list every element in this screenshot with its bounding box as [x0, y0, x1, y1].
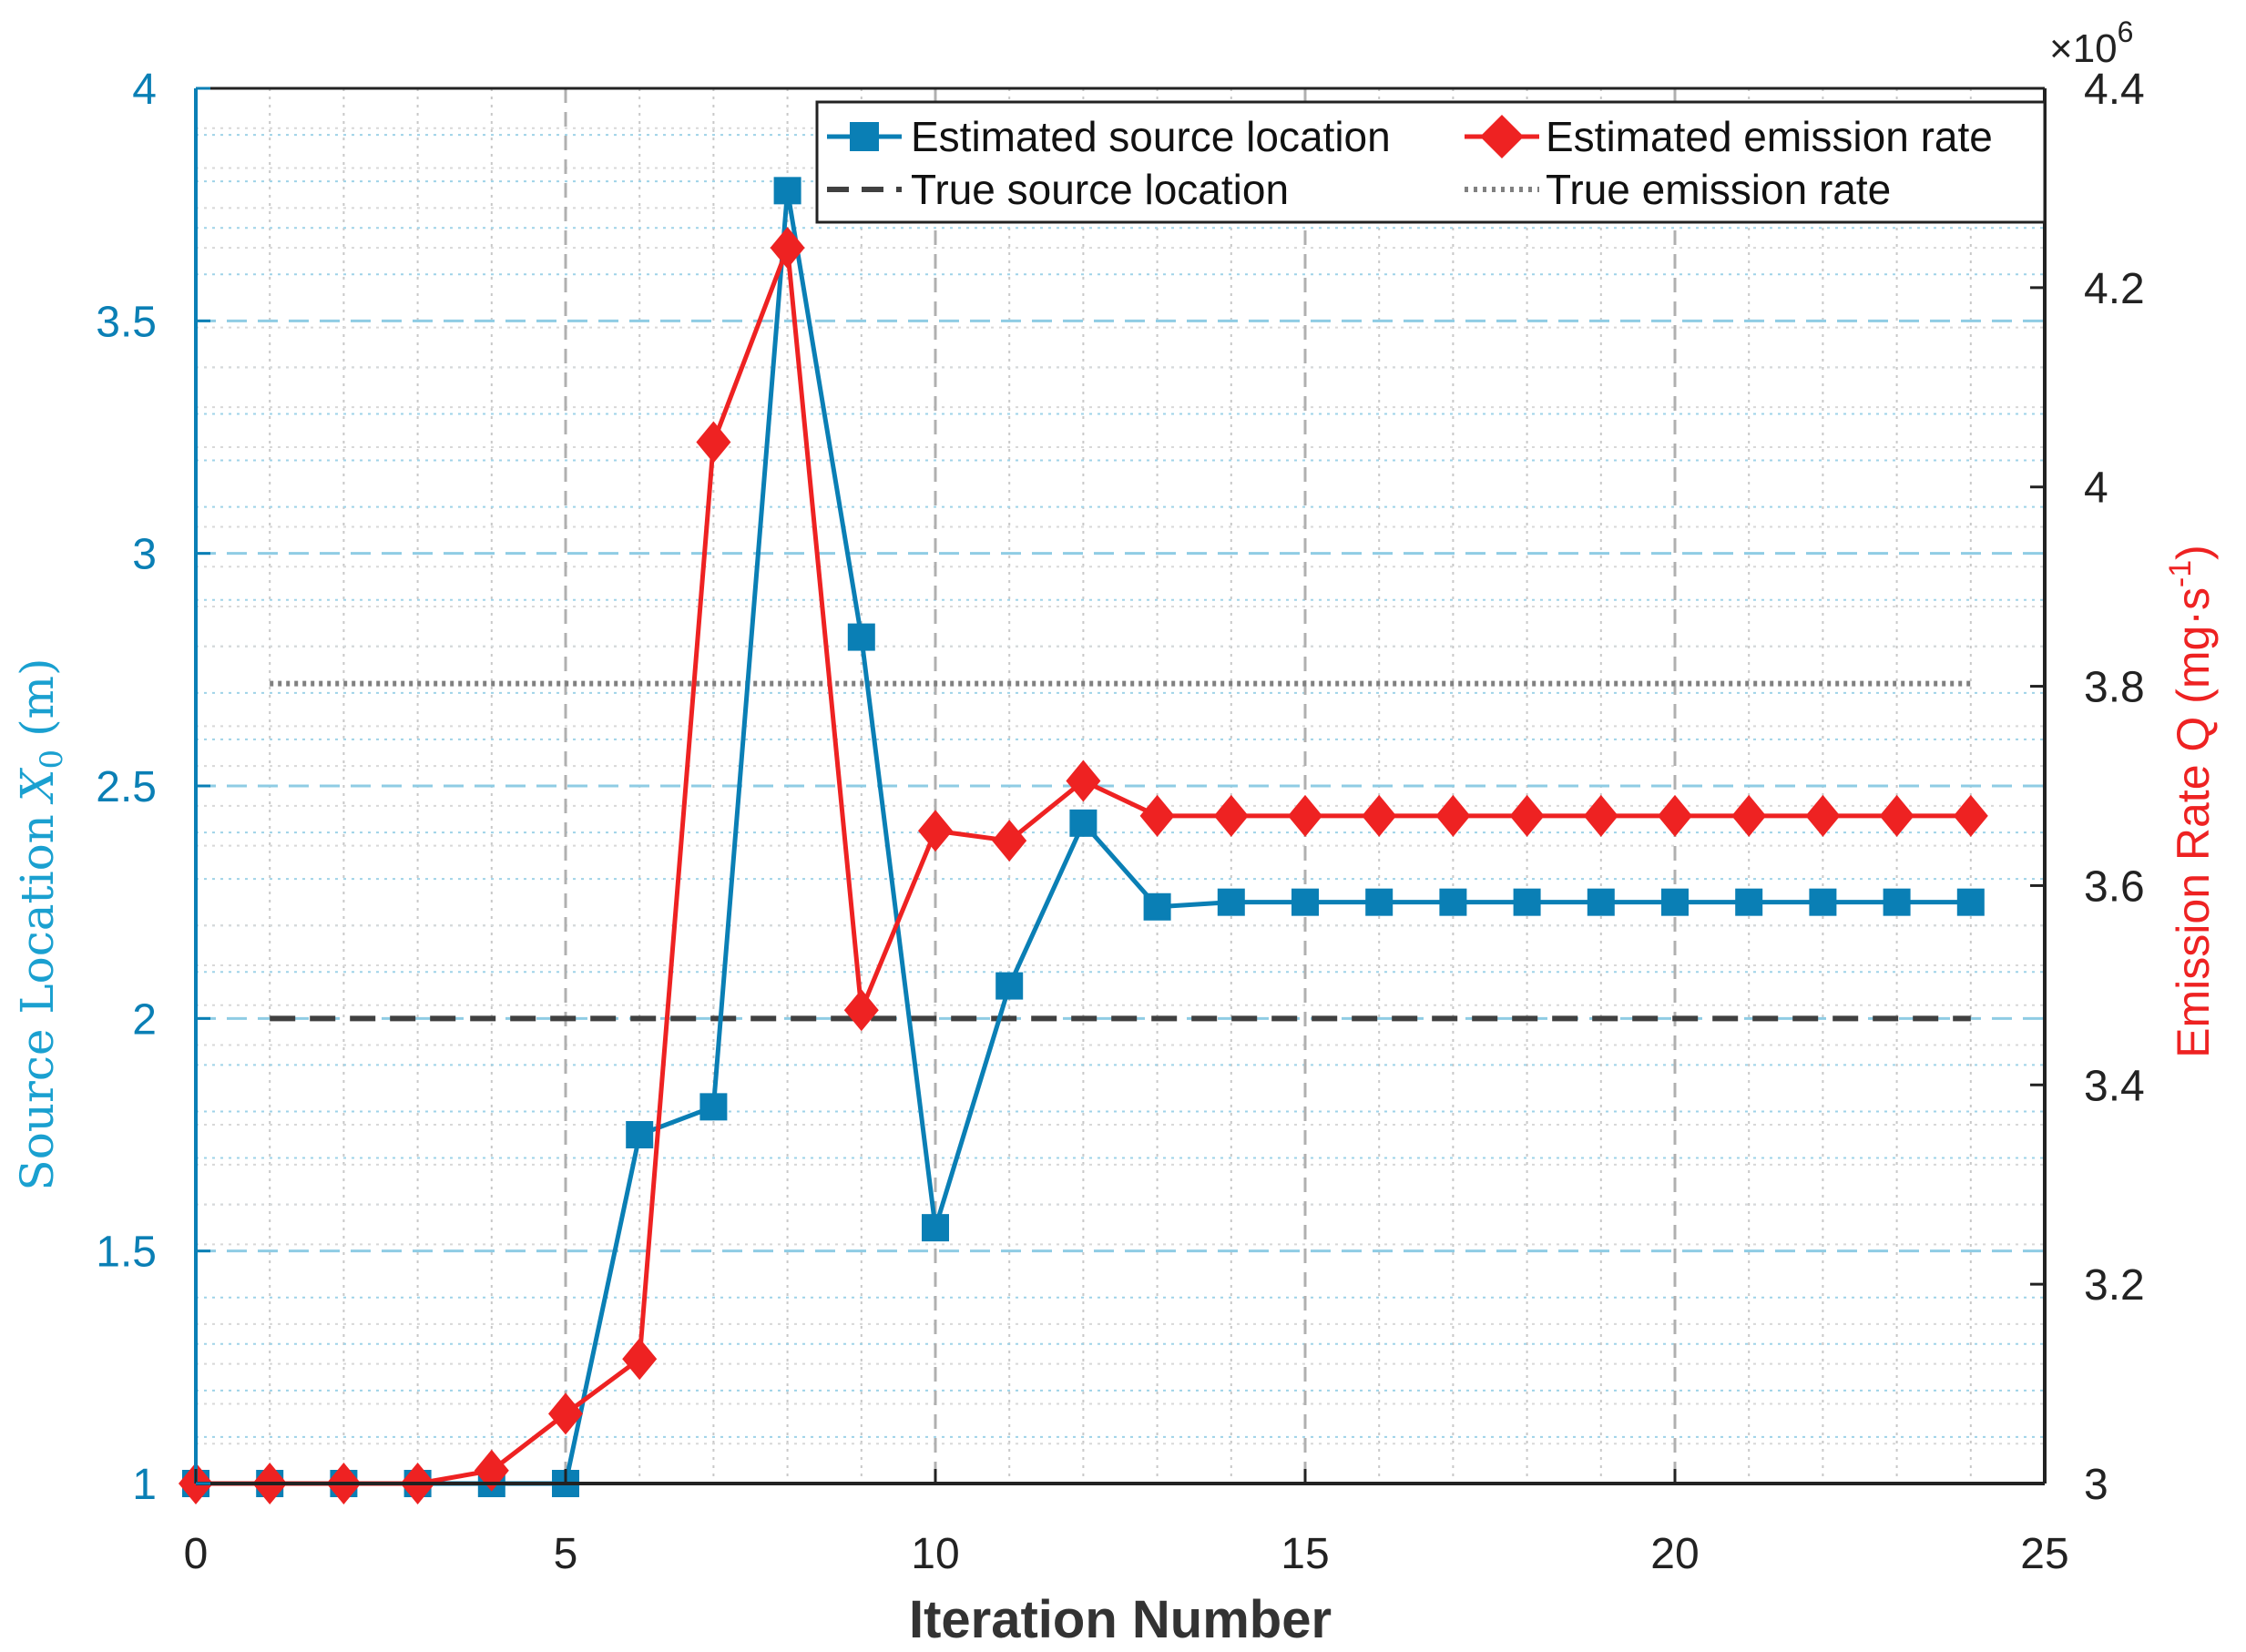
source-location-point	[1217, 888, 1245, 916]
right-axis-exponent-prefix: ×10	[2049, 26, 2118, 71]
source-location-point	[922, 1214, 949, 1242]
emission-rate-point	[1953, 794, 1988, 837]
emission-rate-point	[1435, 794, 1471, 837]
emission-rate-point	[1288, 794, 1322, 837]
y-right-tick-label: 4	[2084, 464, 2108, 513]
right-axis-label-close: )	[2168, 545, 2219, 560]
y-right-tick-label: 3.6	[2084, 862, 2145, 911]
right-axis-exponent: ×106	[2049, 15, 2133, 71]
y-right-tick-label: 3	[2084, 1461, 2108, 1509]
source-location-point	[1587, 888, 1615, 916]
y-left-tick-label: 2.5	[96, 763, 157, 811]
emission-rate-point	[992, 820, 1027, 862]
legend-swatch-diamond-icon	[1480, 115, 1524, 158]
emission-rate-point	[1509, 794, 1545, 837]
left-axis-label-var: X	[11, 767, 64, 805]
emission-rate-point	[474, 1449, 509, 1492]
left-axis-label: Source Location X0 (m)	[11, 658, 70, 1190]
source-location-point	[1661, 888, 1689, 916]
y-right-tick-label: 3.4	[2084, 1062, 2145, 1110]
left-axis-label-prefix: Source Location	[11, 814, 64, 1190]
legend-label-estimated-emission-rate: Estimated emission rate	[1546, 113, 1993, 160]
y-right-tick-label: 4.2	[2084, 265, 2145, 313]
y-left-tick-label: 2	[132, 995, 157, 1044]
source-location-point	[1143, 892, 1171, 921]
legend-box	[815, 100, 2047, 224]
right-axis-label-main: Emission Rate Q (mg·s	[2168, 587, 2219, 1058]
x-tick-label: 10	[911, 1530, 959, 1578]
emission-rate-point	[1879, 794, 1914, 837]
emission-rate-point	[1213, 794, 1249, 837]
source-location-point	[1439, 888, 1467, 916]
legend-label-estimated-source-location: Estimated source location	[911, 113, 1391, 160]
source-location-point	[626, 1121, 654, 1148]
emission-rate-point	[1362, 794, 1397, 837]
emission-rate-point	[1731, 794, 1767, 837]
source-location-point	[773, 177, 801, 205]
x-tick-label: 20	[1650, 1530, 1699, 1578]
y-left-tick-label: 3	[132, 531, 157, 579]
tick-labels: 0 5 10 15 20 25 1 1.5 2 2.5 3 3.5 4 3 3.2 3.4 3.6 3.8 4 4.2…	[96, 66, 2144, 1578]
x-tick-label: 15	[1281, 1530, 1329, 1578]
emission-rate-point	[548, 1392, 583, 1435]
left-axis-label-sub: 0	[34, 750, 70, 770]
emission-rate-point	[622, 1338, 658, 1381]
emission-rate-point	[1583, 794, 1618, 837]
y-right-tick-label: 3.2	[2084, 1261, 2145, 1310]
emission-rate-point	[1805, 794, 1841, 837]
y-right-tick-label: 3.8	[2084, 664, 2145, 712]
source-location-point	[1735, 888, 1763, 916]
legend-label-true-emission-rate: True emission rate	[1546, 166, 1891, 213]
source-location-point	[847, 623, 875, 651]
right-axis-exponent-power: 6	[2118, 15, 2134, 48]
x-tick-label: 25	[2020, 1530, 2068, 1578]
left-axis-label-unit: (m)	[11, 658, 64, 736]
x-tick-label: 0	[184, 1530, 209, 1578]
y-left-tick-label: 1.5	[96, 1229, 157, 1277]
y-left-tick-label: 4	[132, 66, 157, 114]
right-axis-label-sup: -1	[2163, 560, 2198, 587]
source-location-point	[1291, 888, 1319, 916]
source-location-point	[1069, 809, 1097, 837]
source-location-point	[1513, 888, 1541, 916]
legend-label-true-source-location: True source location	[911, 166, 1289, 213]
source-location-point	[1365, 888, 1394, 916]
source-location-point	[699, 1093, 728, 1121]
emission-rate-point	[1066, 760, 1101, 802]
y-left-tick-label: 3.5	[96, 298, 157, 346]
source-location-point	[1809, 888, 1837, 916]
source-location-point	[995, 972, 1024, 1000]
source-location-point	[1883, 888, 1911, 916]
y-left-tick-label: 1	[132, 1461, 157, 1509]
source-location-point	[1956, 888, 1985, 916]
emission-rate-point	[1139, 794, 1175, 837]
tick-marks	[194, 87, 2047, 1485]
y-right-tick-label: 4.4	[2084, 66, 2145, 114]
emission-rate-point	[918, 810, 953, 852]
emission-rate-point	[770, 227, 805, 270]
right-axis-label: Emission Rate Q (mg·s-1)	[2163, 545, 2219, 1058]
emission-rate-point	[843, 989, 879, 1032]
major-grid	[196, 87, 2045, 1484]
legend-swatch-square-icon	[850, 122, 879, 151]
legend: Estimated source location Estimated emis…	[815, 100, 2047, 224]
emission-rate-point	[1658, 794, 1692, 837]
x-axis-label: Iteration Number	[909, 1590, 1332, 1649]
emission-rate-point	[696, 421, 731, 464]
x-tick-label: 5	[554, 1530, 578, 1578]
reference-lines	[270, 680, 1971, 1022]
